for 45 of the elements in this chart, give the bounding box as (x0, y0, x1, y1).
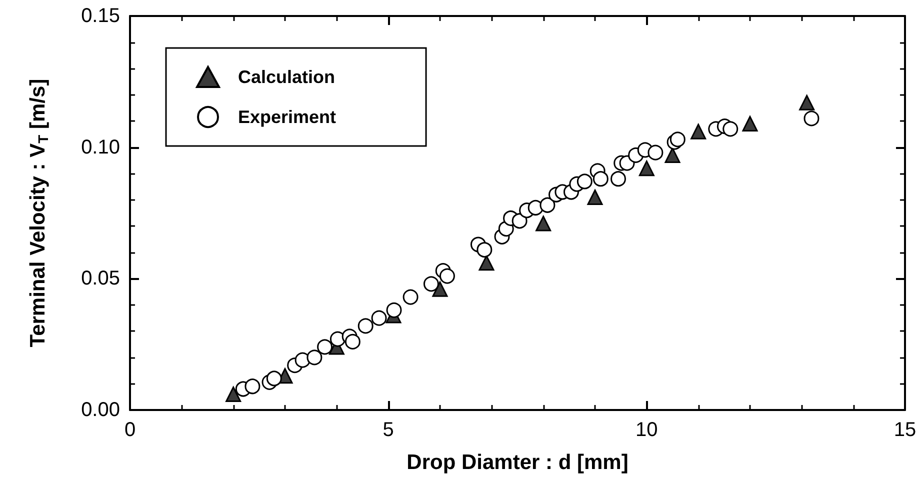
y-tick-label: 0.00 (81, 399, 120, 421)
point (592, 171, 608, 187)
point (478, 255, 494, 271)
point (528, 200, 544, 216)
point (317, 339, 333, 355)
point (670, 132, 686, 148)
legend-label: Experiment (238, 107, 336, 127)
point (306, 350, 322, 366)
point (512, 213, 528, 229)
point (244, 378, 260, 394)
point (576, 174, 592, 190)
point (690, 124, 706, 140)
point (587, 189, 603, 205)
point (386, 302, 402, 318)
legend-label: Calculation (238, 67, 336, 87)
point (648, 144, 664, 160)
point (476, 242, 492, 258)
y-tick-label: 0.15 (81, 5, 120, 27)
point (440, 268, 455, 284)
y-tick-label: 0.10 (81, 136, 120, 158)
point (266, 370, 282, 386)
point (610, 171, 626, 187)
x-tick-label: 0 (124, 419, 136, 441)
point (742, 116, 758, 132)
point (330, 331, 346, 347)
point (638, 160, 654, 176)
point (804, 110, 820, 126)
x-tick-label: 10 (636, 419, 658, 441)
x-axis-title: Drop Diamter : d [mm] (406, 451, 628, 474)
point (536, 216, 552, 232)
point (664, 147, 680, 163)
x-tick-label: 5 (382, 419, 394, 441)
point (226, 386, 242, 402)
point (423, 276, 439, 292)
point (402, 289, 418, 305)
y-axis-title: Terminal Velocity : VT [m/s] (26, 78, 51, 348)
point (799, 94, 815, 110)
point (358, 318, 374, 334)
point (540, 197, 556, 213)
x-tick-label: 15 (894, 419, 916, 441)
point (722, 121, 738, 137)
point (371, 310, 387, 326)
point (344, 334, 360, 350)
point (432, 281, 448, 297)
y-tick-label: 0.05 (81, 268, 120, 290)
